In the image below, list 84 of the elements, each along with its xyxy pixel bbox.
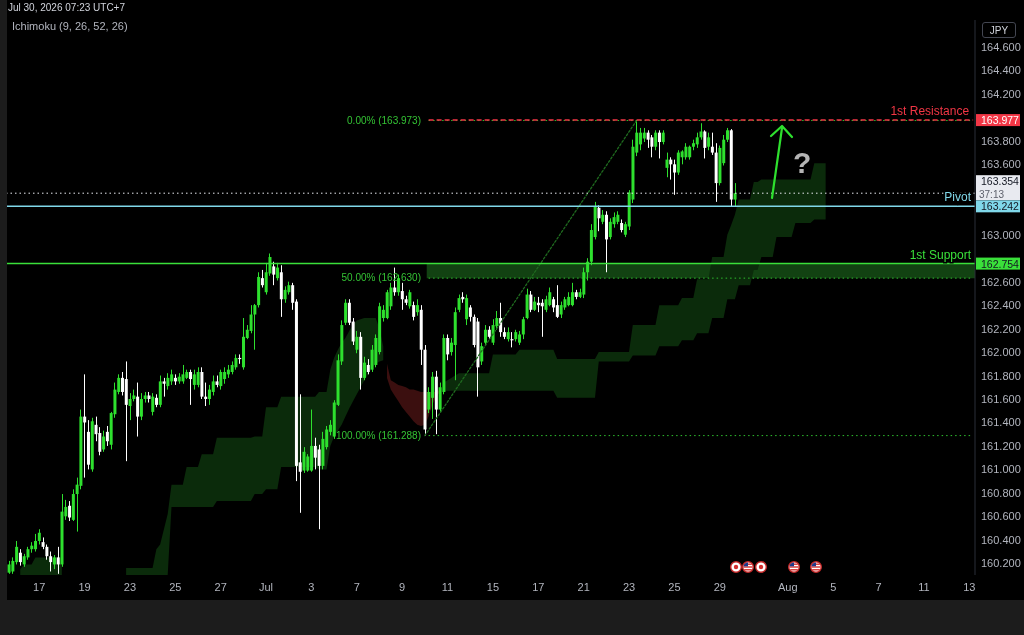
x-tick-label: 17 — [33, 580, 46, 593]
x-tick-label: 27 — [214, 580, 227, 593]
y-tick-label: 160.200 — [981, 557, 1021, 570]
x-tick-label: 11 — [441, 580, 454, 593]
candlestick — [128, 392, 132, 421]
candlestick — [136, 382, 140, 438]
text: 37:13 — [979, 188, 1005, 200]
annotation: ? — [793, 146, 812, 180]
candlestick — [355, 330, 359, 354]
y-tick-label: 163.977 — [981, 114, 1020, 127]
x-tick-label: 25 — [169, 580, 182, 593]
x-tick-label: Jul — [258, 580, 274, 593]
candlestick — [207, 384, 211, 406]
candlestick — [68, 500, 72, 522]
y-tick-label: 163.000 — [981, 228, 1021, 241]
x-tick-label: 5 — [830, 580, 837, 593]
text: Jul 30, 2026 07:23 UTC+7 — [8, 2, 126, 13]
candlestick — [253, 303, 257, 351]
y-tick-label: 161.200 — [981, 439, 1021, 452]
candlestick — [650, 134, 654, 158]
y-tick-label: 161.400 — [981, 416, 1021, 429]
candlestick — [313, 437, 317, 470]
candlestick — [400, 282, 404, 311]
y-tick-label: 162.000 — [981, 346, 1021, 359]
x-tick-label: 19 — [78, 580, 91, 593]
x-tick-label: 23 — [123, 580, 137, 593]
annotation: Ichimoku (9, 26, 52, 26) — [12, 20, 128, 32]
candlestick — [317, 444, 321, 530]
ref-line-label: 163.354 — [981, 175, 1020, 188]
y-tick-label: 162.600 — [981, 275, 1021, 288]
candlestick — [657, 129, 661, 159]
y-tick-label: 160.400 — [981, 533, 1021, 546]
ref-line-label: 1st Resistance — [890, 104, 970, 119]
ref-line-label: 1st Support — [909, 247, 972, 262]
candlestick — [608, 217, 612, 240]
y-tick-label: 163.600 — [981, 158, 1021, 171]
x-tick-label: 21 — [577, 580, 590, 593]
y-tick-label: 163.800 — [981, 134, 1021, 147]
y-tick-label: 162.400 — [981, 299, 1021, 312]
x-tick-label: 17 — [532, 580, 545, 593]
y-tick-label: 164.600 — [981, 40, 1021, 53]
text: JPY — [982, 22, 1016, 38]
candlestick — [189, 369, 193, 406]
y-tick-label: 163.242 — [981, 200, 1020, 213]
candlestick — [105, 425, 109, 447]
y-tick-label: 162.200 — [981, 322, 1021, 335]
x-tick-label: 15 — [486, 580, 500, 593]
x-tick-label: Aug — [778, 580, 798, 593]
y-tick-label: 164.400 — [981, 64, 1021, 77]
x-tick-label: 29 — [713, 580, 726, 593]
annotation: 100.00% (161.288) — [335, 429, 421, 442]
x-tick-label: 9 — [399, 580, 406, 593]
x-tick-label: 23 — [622, 580, 636, 593]
candlestick — [102, 430, 106, 453]
candlestick — [412, 301, 416, 321]
candlestick — [344, 298, 348, 326]
y-tick-label: 164.200 — [981, 87, 1021, 100]
y-tick-label: 160.800 — [981, 486, 1021, 499]
ref-line-label: Pivot — [944, 190, 972, 205]
x-tick-label: 13 — [963, 580, 976, 593]
candlestick — [521, 316, 525, 340]
candlestick — [162, 377, 166, 398]
candlestick — [196, 366, 200, 388]
x-tick-label: 25 — [668, 580, 681, 593]
candlestick — [139, 392, 143, 421]
y-tick-label: 161.800 — [981, 369, 1021, 382]
y-tick-label: 161.000 — [981, 463, 1021, 476]
annotation: 0.00% (163.973) — [347, 114, 421, 127]
candlestick — [192, 369, 196, 391]
y-tick-label: 162.754 — [981, 257, 1020, 270]
candlestick — [733, 182, 737, 208]
candlestick — [654, 129, 658, 151]
x-tick-label: 7 — [875, 580, 882, 593]
candlestick — [676, 149, 680, 176]
x-tick-label: 11 — [918, 580, 930, 593]
candlestick — [525, 288, 529, 320]
x-tick-label: 3 — [308, 580, 315, 593]
candlestick — [673, 159, 677, 196]
candlestick — [665, 152, 669, 178]
y-tick-label: 160.600 — [981, 510, 1021, 523]
y-tick-label: 161.600 — [981, 393, 1021, 405]
x-tick-label: 7 — [353, 580, 360, 593]
candlestick — [431, 371, 435, 420]
candlestick — [211, 375, 215, 396]
